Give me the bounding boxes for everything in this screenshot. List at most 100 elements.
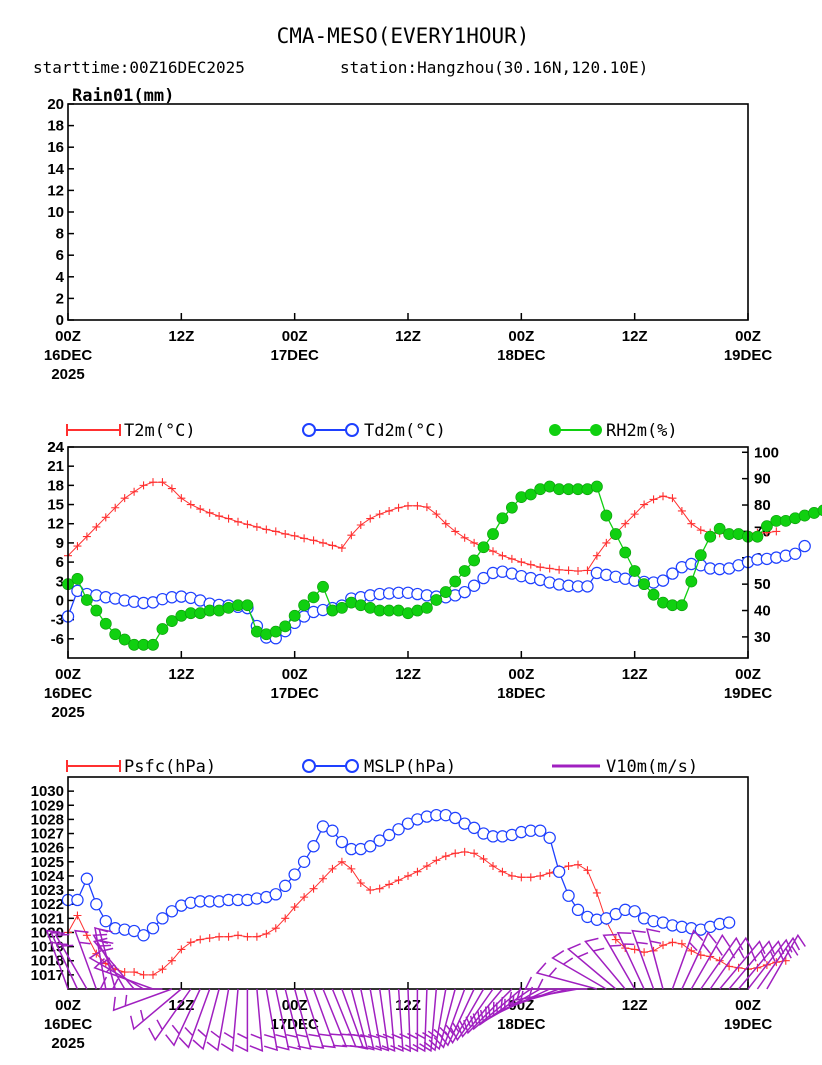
psfc-point <box>404 871 412 880</box>
rain-x-tick-label: 00Z <box>508 328 534 345</box>
legend-t2m: T2m(°C) <box>66 421 196 441</box>
rh2m-point <box>298 599 311 612</box>
mslp-point <box>156 912 169 925</box>
temperature-x-tick-label: 00Z <box>735 666 761 683</box>
rh2m-point <box>477 541 490 554</box>
psfc-point <box>205 934 214 943</box>
wind-barb <box>524 976 588 990</box>
pressure-x-date-label: 16DEC <box>44 1016 93 1033</box>
psfc-point <box>186 938 195 947</box>
rh2m-point <box>458 565 471 577</box>
psfc-point <box>432 856 441 865</box>
pressure-x-tick-label: 12Z <box>622 997 648 1014</box>
rh2m-point <box>609 528 622 540</box>
wind-barb <box>738 940 785 990</box>
t2m-point <box>545 564 554 573</box>
psfc-point <box>611 935 620 944</box>
wind-barb <box>235 989 249 1053</box>
rh2m-point <box>288 609 301 622</box>
rh2m-point <box>71 572 84 585</box>
t2m-point <box>574 567 582 576</box>
psfc-point <box>413 867 422 876</box>
rain-panel: Rain01(mm) 0 2 4 6 8 10 12 14 16 18 20 00Z 16DEC 12Z… <box>44 86 773 383</box>
psfc-point <box>224 932 233 941</box>
temperature-x-date-label: 18DEC <box>497 685 546 702</box>
t2m-point <box>668 494 677 503</box>
wind-barb <box>148 988 192 1042</box>
rain-y-tick-label: 18 <box>47 118 64 135</box>
t2m-point <box>507 554 516 563</box>
mslp-point <box>335 835 349 849</box>
t2m-point <box>73 542 82 551</box>
temperature-y-tick-label: 6 <box>56 554 64 571</box>
t2m-point <box>252 522 261 531</box>
wind-barb <box>719 940 766 990</box>
rh2m-point <box>420 601 433 614</box>
psfc-point <box>517 873 526 882</box>
pressure-y-tick-label: 1025 <box>31 854 64 871</box>
t2m-point <box>92 522 101 531</box>
psfc-point <box>640 948 649 957</box>
wind-barb <box>645 928 664 990</box>
rh2m-point <box>685 575 698 588</box>
rh2m-point <box>505 501 518 514</box>
psfc-point <box>271 924 280 933</box>
t2m-point <box>536 563 545 572</box>
rh2m-point <box>165 615 178 627</box>
psfc-point <box>668 938 677 947</box>
mslp-point <box>80 872 94 885</box>
td2m-point <box>467 579 481 592</box>
rain-x-tick-label: 12Z <box>395 328 421 345</box>
wind-barb <box>312 988 336 1049</box>
t2m-point <box>205 508 214 517</box>
temperature-x-tick-label: 12Z <box>168 666 194 683</box>
temperature-y-tick-label: 9 <box>56 535 64 552</box>
psfc-point <box>281 914 290 923</box>
psfc-point <box>470 849 479 858</box>
humidity-y-tick-label: 100 <box>754 444 779 461</box>
td2m-point <box>581 580 594 593</box>
td2m-point <box>656 574 670 587</box>
t2m-point <box>375 510 384 519</box>
psfc-point <box>385 880 394 889</box>
mslp-point <box>467 821 481 835</box>
wind-barb <box>397 988 411 1053</box>
td2m-point <box>666 567 679 580</box>
rh2m-point <box>496 512 509 525</box>
legend-rh2m: RH2m(%) <box>549 421 678 441</box>
pressure-y-tick-label: 1017 <box>31 967 64 984</box>
rh2m-point <box>524 488 537 501</box>
wind-barb <box>129 988 182 1031</box>
mslp-point <box>146 922 160 935</box>
rh2m-point <box>487 528 499 540</box>
legend-psfc-label: Psfc(hPa) <box>124 757 216 777</box>
rh2m-point <box>109 628 122 641</box>
t2m-point <box>621 519 630 528</box>
wind-barb <box>275 988 290 1051</box>
mslp-point <box>552 865 566 878</box>
wind-barb <box>73 929 98 990</box>
mslp-point <box>392 823 405 836</box>
psfc-point <box>177 945 186 954</box>
humidity-y-tick-label: 50 <box>754 576 771 593</box>
t2m-point <box>772 527 781 536</box>
wind-barb <box>709 936 753 990</box>
psfc-point <box>630 945 639 954</box>
t2m-point <box>177 494 186 503</box>
wind-barb <box>93 958 154 990</box>
temperature-plot-frame <box>67 446 749 659</box>
rh2m-point <box>90 604 103 617</box>
pressure-x-tick-label: 00Z <box>508 997 534 1014</box>
wind-barb <box>322 988 348 1048</box>
mslp-point <box>165 905 179 918</box>
wind-barbs <box>45 926 806 1053</box>
mslp-point <box>628 905 641 918</box>
chart-subtitle-start: starttime:00Z16DEC2025 <box>33 58 245 77</box>
wind-barb <box>284 988 302 1051</box>
t2m-point <box>441 519 450 528</box>
t2m-point <box>659 492 667 501</box>
legend-td2m: Td2m(°C) <box>302 421 446 441</box>
rh2m-point <box>156 623 169 635</box>
rain-y-tick-label: 12 <box>47 182 64 199</box>
t2m-point <box>309 536 318 545</box>
